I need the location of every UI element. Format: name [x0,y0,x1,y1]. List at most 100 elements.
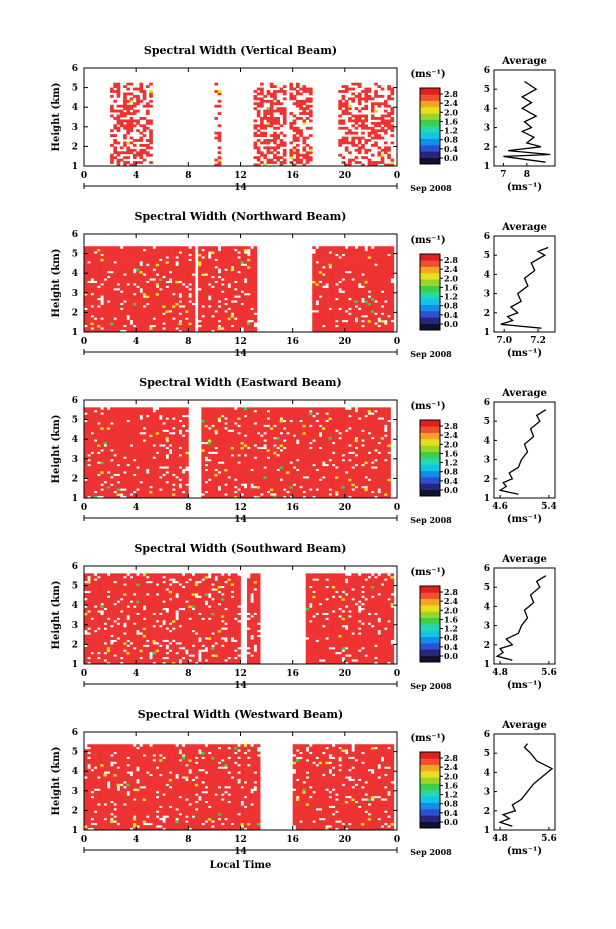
heatmap-cell [214,290,219,294]
heatmap-cell [142,104,147,108]
heatmap-cell [116,426,121,430]
heatmap-cell [191,327,196,330]
heatmap-cell [103,453,108,457]
heatmap-cell [380,121,385,125]
heatmap-cell [126,300,131,303]
heatmap-cell [348,287,352,291]
heatmap-cell [240,268,245,272]
heatmap-cell [207,466,212,469]
heatmap-cell [129,412,134,416]
heatmap-cell [227,456,232,460]
heatmap-cell [224,463,228,467]
colorbar-tick-label: 2.8 [444,255,458,265]
heatmap-cell [374,109,378,113]
heatmap-cell [123,483,127,487]
heatmap-cell [335,287,339,291]
heatmap-cell [84,436,88,440]
heatmap-cell [383,99,388,103]
heatmap-cell [152,451,157,455]
colorbar-swatch [420,273,440,280]
heatmap-cell [142,319,147,323]
heatmap-cell [201,273,206,277]
heatmap-cell [100,307,104,311]
heatmap-cell [185,488,189,492]
heatmap-cell [240,468,245,472]
heatmap-cell [305,136,310,140]
heatmap-cell [361,251,365,254]
heatmap-cell [185,473,189,477]
heatmap-cell [90,297,95,301]
heatmap-cell [224,295,228,299]
heatmap-cell [113,283,117,286]
heatmap-cell [364,126,369,130]
heatmap-cell [354,121,359,125]
heatmap-cell [279,107,284,111]
heatmap-cell [220,483,225,487]
heatmap-cell [123,283,127,286]
heatmap-cell [142,158,147,162]
heatmap-cell [302,109,307,113]
heatmap-cell [377,136,382,140]
heatmap-cell [387,246,391,250]
heatmap-cell [220,451,225,455]
heatmap-cell [149,300,153,303]
heatmap-cell [374,292,378,296]
heatmap-cell [237,485,241,489]
heatmap-cell [185,324,189,328]
heatmap-cell [152,297,157,301]
heatmap-cell [152,478,157,482]
heatmap-cell [103,436,108,440]
heatmap-cell [165,260,170,264]
heatmap-cell [230,493,235,496]
heatmap-cell [100,251,104,254]
heatmap-cell [116,129,121,133]
heatmap-cell [126,414,131,418]
heatmap-cell [90,426,95,430]
heatmap-cell [269,94,274,98]
heatmap-cell [172,246,176,250]
heatmap-cell [308,126,313,130]
heatmap-cell [149,131,153,135]
heatmap-cell [103,426,108,430]
heatmap-cell [380,317,385,321]
heatmap-cell [204,265,209,269]
heatmap-cell [145,143,150,147]
heatmap-cell [318,292,323,296]
heatmap-cell [214,409,219,413]
heatmap-cell [237,422,241,425]
heatmap-cell [113,431,117,435]
heatmap-cell [256,163,261,167]
heatmap-cell [191,317,196,321]
heatmap-cell [185,451,189,455]
heatmap-cell [149,446,153,450]
heatmap-cell [217,131,222,135]
heatmap-cell [185,446,189,450]
heatmap-cell [162,424,166,428]
heatmap-cell [341,317,346,321]
heatmap-cell [201,426,206,430]
heatmap-cell [237,475,241,479]
heatmap-cell [367,329,372,333]
heatmap-cell [201,461,206,465]
heatmap-cell [84,485,88,489]
heatmap-cell [220,422,225,425]
heatmap-cell [233,441,238,445]
heatmap-cell [152,495,157,499]
heatmap-cell [230,461,235,465]
heatmap-cell [178,456,183,460]
heatmap-cell [132,480,137,484]
heatmap-cell [103,451,108,455]
heatmap-cell [207,275,212,279]
heatmap-cell [119,449,124,452]
heatmap-cell [119,317,124,321]
heatmap-cell [253,268,258,272]
heatmap-cell [299,107,303,111]
average-y-tick-label: 3 [484,124,490,134]
heatmap-cell [145,426,150,430]
heatmap-cell [84,409,88,413]
heatmap-cell [116,490,121,494]
heatmap-cell [142,300,147,303]
heatmap-cell [201,319,206,323]
heatmap-cell [282,119,287,123]
heatmap-cell [145,287,150,291]
